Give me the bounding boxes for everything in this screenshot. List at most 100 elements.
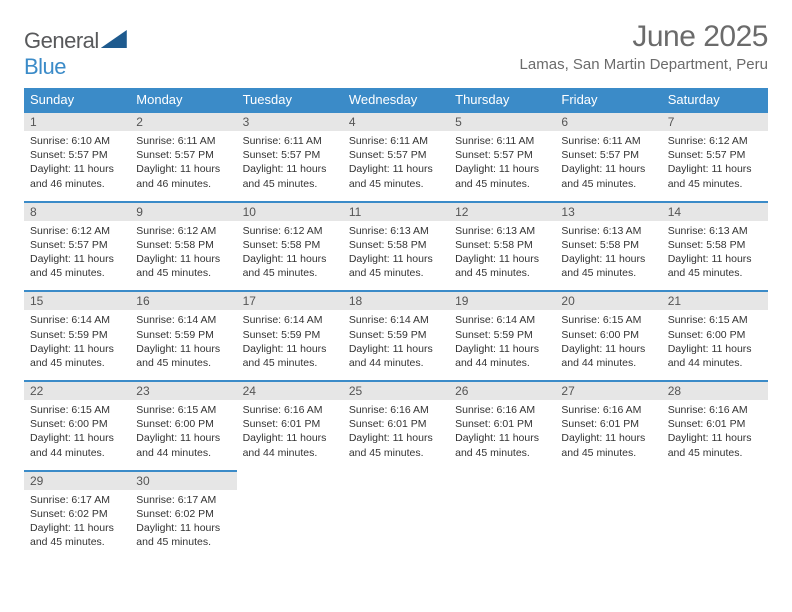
sunset: Sunset: 5:58 PM (136, 238, 230, 252)
day-cell: Sunrise: 6:16 AMSunset: 6:01 PMDaylight:… (449, 400, 555, 471)
day-cell: Sunrise: 6:14 AMSunset: 5:59 PMDaylight:… (130, 310, 236, 381)
sunset: Sunset: 6:00 PM (136, 417, 230, 431)
day-cell: Sunrise: 6:10 AMSunset: 5:57 PMDaylight:… (24, 131, 130, 202)
sunset: Sunset: 5:59 PM (136, 328, 230, 342)
daylight-line1: Daylight: 11 hours (349, 431, 443, 445)
day-number: 10 (237, 202, 343, 221)
day-number (449, 471, 555, 490)
daylight-line2: and 45 minutes. (30, 356, 124, 370)
daylight-line2: and 45 minutes. (30, 266, 124, 280)
day-number: 29 (24, 471, 130, 490)
daylight-line1: Daylight: 11 hours (136, 252, 230, 266)
sunrise: Sunrise: 6:16 AM (243, 403, 337, 417)
day-number: 2 (130, 112, 236, 131)
daylight-line1: Daylight: 11 hours (136, 162, 230, 176)
day-number (343, 471, 449, 490)
daylight-line2: and 45 minutes. (136, 266, 230, 280)
daylight-line1: Daylight: 11 hours (243, 252, 337, 266)
sunset: Sunset: 6:00 PM (561, 328, 655, 342)
daylight-line2: and 45 minutes. (243, 356, 337, 370)
day-content-row: Sunrise: 6:12 AM Sunset: 5:57 PM Daylight:… (24, 221, 768, 292)
sunrise: Sunrise: 6:14 AM (349, 313, 443, 327)
day-cell: Sunrise: 6:15 AMSunset: 6:00 PMDaylight:… (130, 400, 236, 471)
sunset: Sunset: 5:57 PM (349, 148, 443, 162)
day-number: 26 (449, 381, 555, 400)
sunrise: Sunrise: 6:14 AM (30, 313, 124, 327)
day-cell: Sunrise: 6:17 AMSunset: 6:02 PMDaylight:… (130, 490, 236, 560)
day-header: Thursday (449, 88, 555, 112)
sunrise: Sunrise: 6:12 AM (668, 134, 762, 148)
day-number: 8 (24, 202, 130, 221)
day-number: 15 (24, 291, 130, 310)
day-number-row: 15161718192021 (24, 291, 768, 310)
sunset: Sunset: 5:58 PM (243, 238, 337, 252)
day-cell: Sunrise: 6:14 AMSunset: 5:59 PMDaylight:… (343, 310, 449, 381)
day-cell: Sunrise: 6:11 AMSunset: 5:57 PMDaylight:… (343, 131, 449, 202)
day-number: 16 (130, 291, 236, 310)
sunset: Sunset: 5:58 PM (561, 238, 655, 252)
daylight-line2: and 44 minutes. (349, 356, 443, 370)
sunrise: Sunrise: 6:16 AM (561, 403, 655, 417)
day-number: 25 (343, 381, 449, 400)
day-number: 21 (662, 291, 768, 310)
logo-text-2: Blue (24, 54, 66, 79)
daylight-line2: and 44 minutes. (668, 356, 762, 370)
sunset: Sunset: 6:02 PM (136, 507, 230, 521)
daylight-line2: and 45 minutes. (455, 177, 549, 191)
sunset: Sunset: 5:59 PM (349, 328, 443, 342)
month-title: June 2025 (520, 20, 768, 54)
daylight-line2: and 45 minutes. (561, 177, 655, 191)
daylight-line1: Daylight: 11 hours (136, 342, 230, 356)
day-number (555, 471, 661, 490)
sunrise: Sunrise: 6:15 AM (136, 403, 230, 417)
day-number-row: 891011121314 (24, 202, 768, 221)
sunrise: Sunrise: 6:16 AM (668, 403, 762, 417)
day-cell: Sunrise: 6:16 AMSunset: 6:01 PMDaylight:… (343, 400, 449, 471)
day-cell (555, 490, 661, 560)
daylight-line2: and 45 minutes. (349, 266, 443, 280)
sunset: Sunset: 5:59 PM (455, 328, 549, 342)
sunrise: Sunrise: 6:15 AM (668, 313, 762, 327)
daylight-line1: Daylight: 11 hours (30, 521, 124, 535)
day-content-row: Sunrise: 6:10 AMSunset: 5:57 PMDaylight:… (24, 131, 768, 202)
day-cell: Sunrise: 6:11 AMSunset: 5:57 PMDaylight:… (237, 131, 343, 202)
sunset: Sunset: 5:57 PM (30, 148, 124, 162)
daylight-line2: and 45 minutes. (243, 266, 337, 280)
sunrise: Sunrise: 6:17 AM (136, 493, 230, 507)
daylight-line2: and 46 minutes. (30, 177, 124, 191)
daylight-line2: and 44 minutes. (561, 356, 655, 370)
daylight-line1: Daylight: 11 hours (561, 431, 655, 445)
day-cell: Sunrise: 6:12 AMSunset: 5:57 PMDaylight:… (24, 221, 130, 292)
daylight-line2: and 45 minutes. (349, 177, 443, 191)
daylight-line1: Daylight: 11 hours (455, 431, 549, 445)
day-cell: Sunrise: 6:16 AMSunset: 6:01 PMDaylight:… (237, 400, 343, 471)
daylight-line2: and 44 minutes. (243, 446, 337, 460)
day-cell: Sunrise: 6:14 AMSunset: 5:59 PMDaylight:… (24, 310, 130, 381)
day-header-row: Sunday Monday Tuesday Wednesday Thursday… (24, 88, 768, 112)
day-number: 13 (555, 202, 661, 221)
daylight-line2: and 45 minutes. (455, 266, 549, 280)
daylight-line2: and 45 minutes. (243, 177, 337, 191)
day-number: 24 (237, 381, 343, 400)
sunrise: Sunrise: 6:13 AM (561, 224, 655, 238)
sunset: Sunset: 5:57 PM (136, 148, 230, 162)
sunset: Sunset: 6:00 PM (668, 328, 762, 342)
sunrise: Sunrise: 6:12 AM (243, 224, 337, 238)
day-number: 19 (449, 291, 555, 310)
sunset: Sunset: 6:01 PM (243, 417, 337, 431)
daylight-line1: Daylight: 11 hours (136, 431, 230, 445)
daylight-line1: Daylight: 11 hours (349, 252, 443, 266)
sunrise: Sunrise: 6:11 AM (136, 134, 230, 148)
day-cell: Sunrise: 6:14 AMSunset: 5:59 PMDaylight:… (449, 310, 555, 381)
daylight-line1: Daylight: 11 hours (30, 162, 124, 176)
day-cell (237, 490, 343, 560)
sunset: Sunset: 5:57 PM (30, 238, 124, 252)
daylight-line2: and 45 minutes. (668, 446, 762, 460)
sunset: Sunset: 5:58 PM (455, 238, 549, 252)
day-number: 30 (130, 471, 236, 490)
day-cell: Sunrise: 6:14 AMSunset: 5:59 PMDaylight:… (237, 310, 343, 381)
sunrise: Sunrise: 6:14 AM (455, 313, 549, 327)
day-cell: Sunrise: 6:15 AMSunset: 6:00 PMDaylight:… (24, 400, 130, 471)
day-cell: Sunrise: 6:13 AMSunset: 5:58 PMDaylight:… (449, 221, 555, 292)
day-header: Monday (130, 88, 236, 112)
